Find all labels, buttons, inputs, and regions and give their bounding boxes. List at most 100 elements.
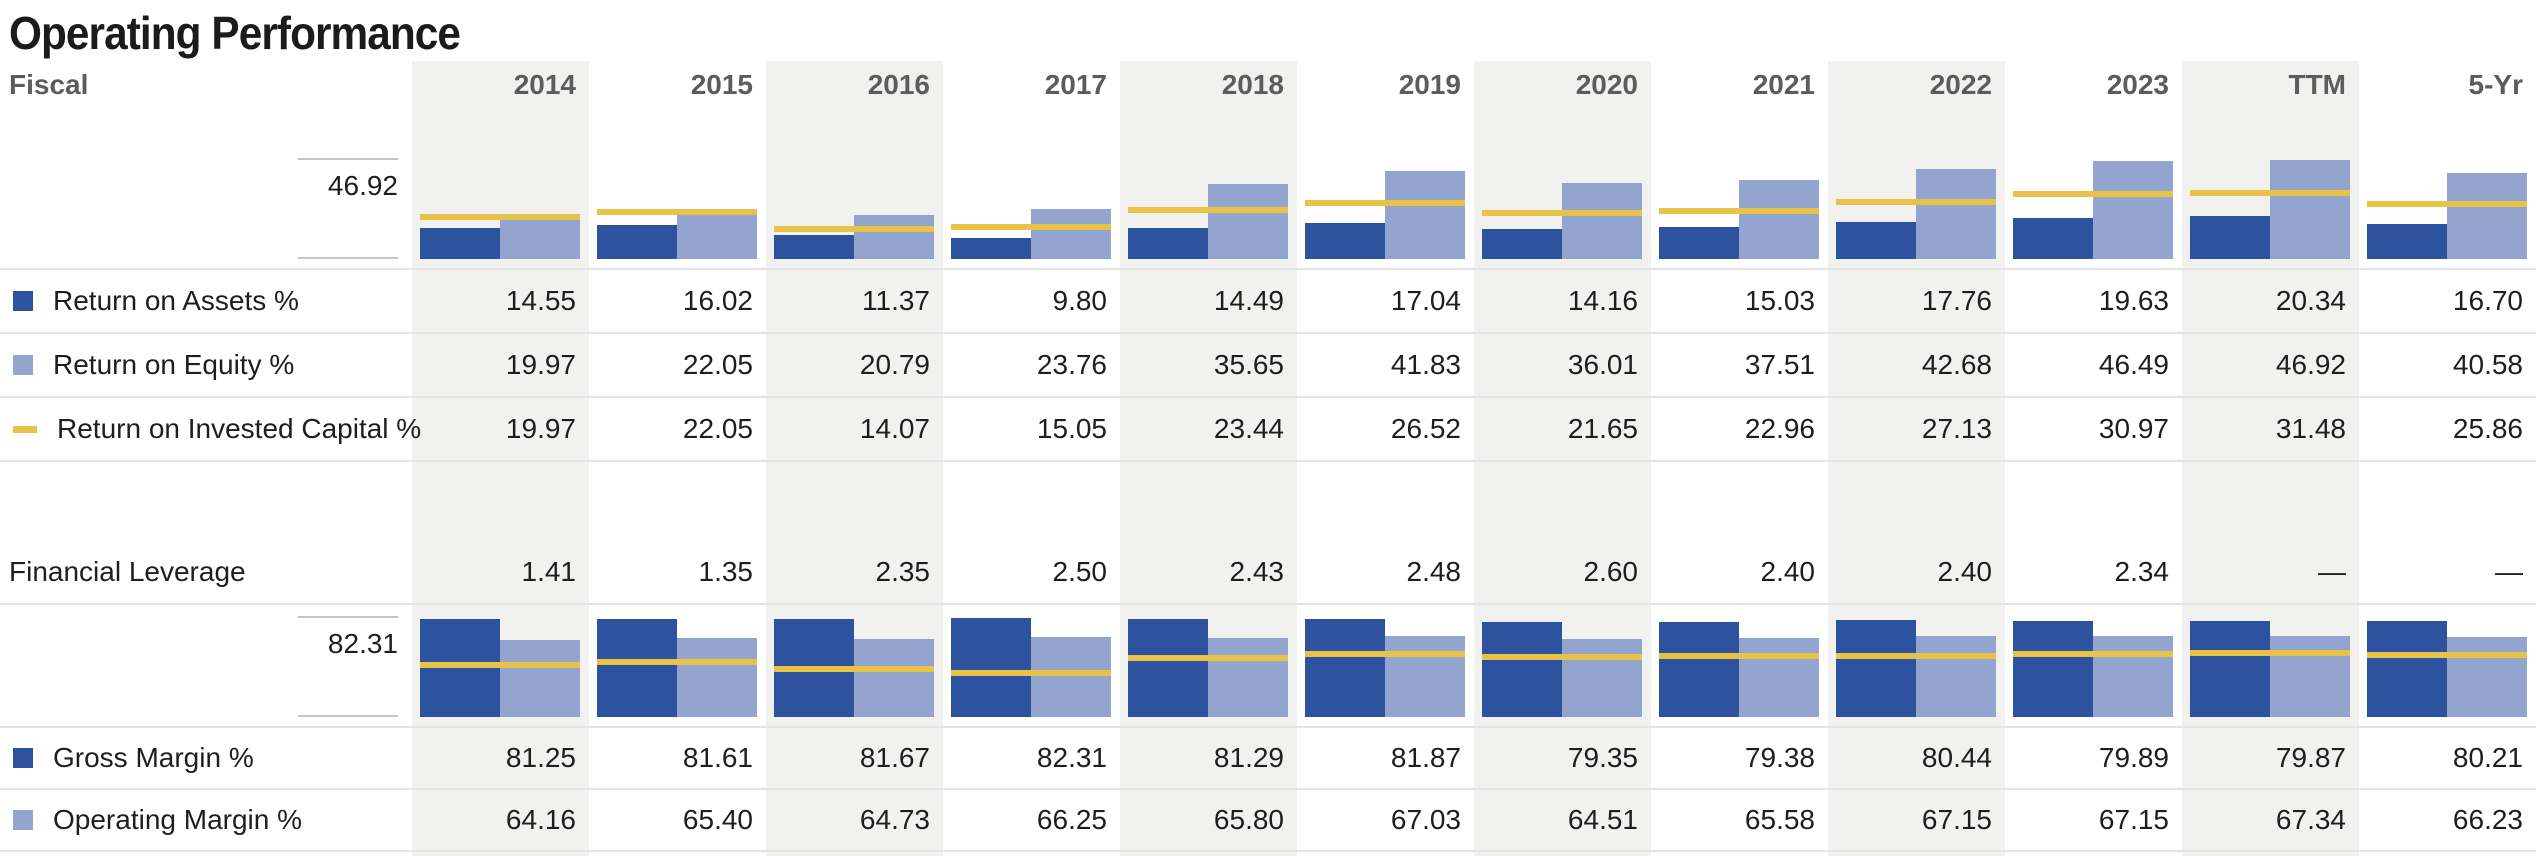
- year-header-2015: 2015: [690, 69, 753, 100]
- value-gross-margin-2018: 81.29: [1213, 742, 1284, 773]
- chart-column-TTM: [2182, 605, 2359, 726]
- margins-chart: 82.31: [0, 605, 2536, 728]
- bar-return-on-assets-2014: [420, 228, 500, 259]
- chart-column-2023: [2005, 605, 2182, 726]
- chart-column-2016: [766, 107, 943, 268]
- value-return-on-invested-capital-2015: 22.05: [682, 413, 753, 444]
- legend-swatch-light-blue-icon: [13, 810, 33, 830]
- chart-column-TTM: [2182, 107, 2359, 268]
- line-marker-2019: [1305, 200, 1465, 206]
- plot-area-2014: [420, 160, 580, 259]
- value-return-on-assets-2019: 17.04: [1390, 285, 1461, 316]
- plot-area-2016: [774, 618, 934, 717]
- plot-area-2018: [1128, 618, 1288, 717]
- line-marker-2023: [2013, 191, 2173, 197]
- plot-area-2022: [1836, 618, 1996, 717]
- year-header-2014: 2014: [513, 69, 576, 100]
- year-header-2018: 2018: [1221, 69, 1284, 100]
- bar-return-on-assets-2020: [1482, 229, 1562, 259]
- value-return-on-equity-2016: 20.79: [859, 349, 930, 380]
- value-gross-margin-2019: 81.87: [1390, 742, 1461, 773]
- value-operating-margin-TTM: 67.34: [2275, 804, 2346, 835]
- value-return-on-invested-capital-5-Yr: 25.86: [2452, 413, 2523, 444]
- value-return-on-equity-TTM: 46.92: [2275, 349, 2346, 380]
- value-operating-margin-2023: 67.15: [2098, 804, 2169, 835]
- plot-area-5-Yr: [2367, 160, 2527, 259]
- plot-area-2023: [2013, 160, 2173, 259]
- chart-column-2023: [2005, 107, 2182, 268]
- plot-area-2021: [1659, 160, 1819, 259]
- bar-gross-margin-2020: [1482, 622, 1562, 717]
- value-return-on-invested-capital-2020: 21.65: [1567, 413, 1638, 444]
- value-gross-margin-2017: 82.31: [1036, 742, 1107, 773]
- line-marker-2017: [951, 224, 1111, 230]
- plot-area-TTM: [2190, 160, 2350, 259]
- bar-return-on-equity-2021: [1739, 180, 1819, 259]
- value-return-on-equity-2022: 42.68: [1921, 349, 1992, 380]
- bar-operating-margin-2015: [677, 638, 757, 717]
- value-return-on-assets-2023: 19.63: [2098, 285, 2169, 316]
- table-row-return-on-equity: Return on Equity % 19.97 22.05 20.79 23.76 35…: [0, 334, 2536, 398]
- table-header-row: Fiscal 2014 2015 2016 2017 2018 2019 2020 2021 2…: [0, 61, 2536, 107]
- bar-operating-margin-2022: [1916, 636, 1996, 717]
- line-marker-2023: [2013, 651, 2173, 657]
- bar-return-on-assets-2017: [951, 238, 1031, 259]
- baseline-tickline: [298, 257, 398, 259]
- plot-area-2017: [951, 160, 1111, 259]
- chart-column-2014: [412, 107, 589, 268]
- value-financial-leverage-2020: 2.60: [1583, 555, 1639, 587]
- value-gross-margin-2022: 80.44: [1921, 742, 1992, 773]
- year-header-TTM: TTM: [2288, 69, 2346, 100]
- bar-operating-margin-2018: [1208, 638, 1288, 717]
- plot-area-2022: [1836, 160, 1996, 259]
- bar-operating-margin-2014: [500, 640, 580, 717]
- bar-gross-margin-5-Yr: [2367, 621, 2447, 717]
- value-return-on-assets-2018: 14.49: [1213, 285, 1284, 316]
- bar-return-on-equity-2017: [1031, 209, 1111, 259]
- value-return-on-invested-capital-TTM: 31.48: [2275, 413, 2346, 444]
- returns-chart: 46.92: [0, 107, 2536, 270]
- chart-column-5-Yr: [2359, 107, 2536, 268]
- plot-area-2015: [597, 160, 757, 259]
- value-return-on-assets-TTM: 20.34: [2275, 285, 2346, 316]
- value-financial-leverage-2019: 2.48: [1406, 555, 1462, 587]
- margin-rows: Gross Margin % 81.25 81.61 81.67 82.31 81.29 8…: [0, 728, 2536, 852]
- value-return-on-equity-2021: 37.51: [1744, 349, 1815, 380]
- value-gross-margin-2014: 81.25: [505, 742, 576, 773]
- plot-area-5-Yr: [2367, 618, 2527, 717]
- bar-gross-margin-2022: [1836, 620, 1916, 717]
- row-label-financial-leverage: Financial Leverage: [9, 555, 246, 587]
- bar-gross-margin-2019: [1305, 619, 1385, 717]
- line-marker-2014: [420, 214, 580, 220]
- line-marker-5-Yr: [2367, 652, 2527, 658]
- bar-return-on-equity-TTM: [2270, 160, 2350, 259]
- value-operating-margin-2019: 67.03: [1390, 804, 1461, 835]
- scale-max-tickline: [298, 616, 398, 618]
- chart-column-2014: [412, 605, 589, 726]
- bar-return-on-assets-2015: [597, 225, 677, 259]
- bar-operating-margin-2017: [1031, 637, 1111, 717]
- year-header-2020: 2020: [1575, 69, 1638, 100]
- value-financial-leverage-2015: 1.35: [698, 555, 754, 587]
- value-return-on-assets-2015: 16.02: [682, 285, 753, 316]
- legend-swatch-dark-blue-icon: [13, 291, 33, 311]
- bar-return-on-assets-2021: [1659, 227, 1739, 259]
- line-marker-2015: [597, 209, 757, 215]
- value-financial-leverage-2017: 2.50: [1052, 555, 1108, 587]
- line-marker-2021: [1659, 208, 1819, 214]
- bar-return-on-equity-2014: [500, 217, 580, 259]
- returns-rows: Return on Assets % 14.55 16.02 11.37 9.80 14.…: [0, 270, 2536, 462]
- bar-operating-margin-2019: [1385, 636, 1465, 717]
- chart-column-2017: [943, 107, 1120, 268]
- chart-column-2020: [1474, 605, 1651, 726]
- value-return-on-assets-2016: 11.37: [862, 285, 930, 316]
- chart-column-2015: [589, 107, 766, 268]
- plot-area-2015: [597, 618, 757, 717]
- row-label-return-on-assets: Return on Assets %: [53, 285, 299, 316]
- column-stripe-2014: [412, 61, 589, 856]
- value-return-on-invested-capital-2016: 14.07: [859, 413, 930, 444]
- value-financial-leverage-2021: 2.40: [1760, 555, 1816, 587]
- line-marker-TTM: [2190, 650, 2350, 656]
- value-return-on-invested-capital-2014: 19.97: [505, 413, 576, 444]
- value-gross-margin-2016: 81.67: [859, 742, 930, 773]
